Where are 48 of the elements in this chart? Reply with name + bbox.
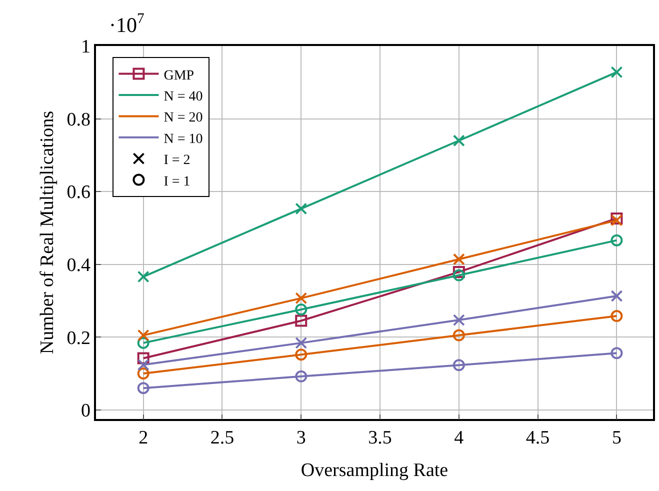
legend-label: N = 10 [164,132,203,147]
x-tick-label: 2 [138,428,148,449]
y-axis-title: Number of Real Multiplications [37,110,58,354]
point [295,336,308,349]
y-tick-label: 0.2 [66,328,90,349]
point [295,303,308,316]
point [137,382,150,394]
point [452,134,465,147]
point [295,292,308,304]
point [452,253,465,266]
legend-label: N = 40 [164,89,203,104]
point [610,234,623,246]
y-tick-label: 0.8 [66,109,90,130]
legend-label: N = 20 [164,110,203,126]
point [452,329,465,342]
y-tick-label: 1 [80,36,90,58]
point [610,290,623,302]
point [137,352,150,364]
y-tick-label: 0 [80,400,90,422]
text: ·10$^{7}$ [109,11,144,37]
point [137,358,150,371]
legend-label: I = 2 [164,153,190,168]
point [137,270,150,283]
y-tick-label: 0.6 [66,182,90,204]
point [295,348,308,361]
x-tick-label: 2.5 [210,428,234,449]
point [137,329,150,342]
point [452,266,465,278]
point [452,359,465,372]
point [610,310,623,322]
point [137,336,150,349]
legend-label: I = 1 [164,174,190,190]
point [610,347,623,360]
point [295,314,308,327]
x-tick-label: 3.5 [368,428,392,449]
x-tick-label: 3 [296,428,306,449]
point [610,66,623,78]
point [452,314,465,326]
x-tick-label: 4 [454,428,464,449]
y-tick-label: 0.4 [66,254,91,276]
point [137,368,150,380]
point [295,202,308,215]
point [452,269,465,282]
x-axis-title: Oversampling Rate [300,460,448,481]
x-tick-label: 4.5 [526,428,550,449]
x-tick-label: 5 [612,428,622,449]
point [295,370,308,382]
legend-label: GMP [164,68,194,84]
